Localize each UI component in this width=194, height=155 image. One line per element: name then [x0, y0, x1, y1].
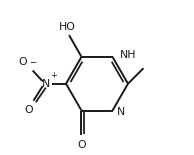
Text: O: O: [24, 105, 33, 115]
Text: O: O: [77, 140, 86, 150]
Text: −: −: [29, 58, 36, 67]
Text: +: +: [50, 71, 57, 80]
Text: N: N: [117, 107, 125, 117]
Text: N: N: [42, 79, 50, 89]
Text: O: O: [19, 57, 27, 67]
Text: HO: HO: [59, 22, 76, 32]
Text: NH: NH: [120, 50, 136, 60]
